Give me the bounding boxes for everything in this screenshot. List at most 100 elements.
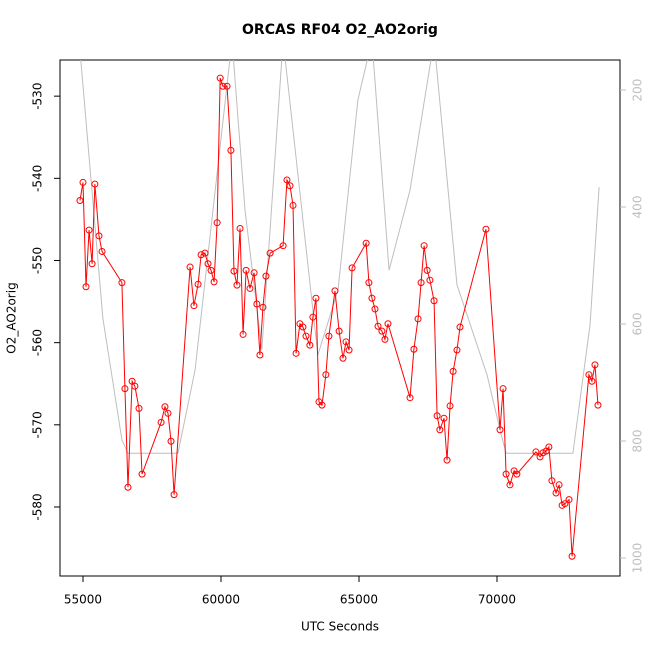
data-point (588, 377, 596, 385)
data-point (223, 82, 231, 90)
y2-tick-label: 200 (631, 79, 645, 102)
data-point (433, 412, 441, 420)
data-point (417, 279, 425, 287)
data-point (124, 483, 132, 491)
data-point (410, 345, 418, 353)
chart-title: ORCAS RF04 O2_AO2orig (242, 22, 438, 38)
data-point (585, 371, 593, 379)
data-point (246, 284, 254, 292)
data-point (423, 266, 431, 274)
data-point (348, 264, 356, 272)
y2-tick-label: 1000 (631, 543, 645, 574)
data-point (406, 394, 414, 402)
data-point (256, 351, 264, 359)
data-point (266, 249, 274, 257)
data-point (170, 491, 178, 499)
data-point (374, 322, 382, 330)
data-point (322, 371, 330, 379)
data-point (289, 201, 297, 209)
data-point (430, 297, 438, 305)
data-point (552, 489, 560, 497)
data-point (236, 224, 244, 232)
x-axis-label: UTC Seconds (301, 620, 379, 634)
data-point (436, 426, 444, 434)
plot-frame (59, 59, 621, 577)
data-point (279, 242, 287, 250)
data-point (306, 341, 314, 349)
data-point (482, 225, 490, 233)
x-tick-label: 60000 (202, 593, 240, 607)
data-point (312, 294, 320, 302)
data-point (213, 219, 221, 227)
data-point (446, 402, 454, 410)
data-point (161, 403, 169, 411)
x-tick-label: 55000 (64, 593, 102, 607)
series-line (79, 77, 599, 557)
data-point (365, 279, 373, 287)
data-point (233, 281, 241, 289)
data-point (496, 426, 504, 434)
y-tick-label: -530 (31, 83, 45, 110)
data-point (499, 385, 507, 393)
data-point (565, 496, 573, 504)
x-tick-label: 65000 (340, 593, 378, 607)
data-point (506, 481, 514, 489)
data-point (91, 180, 99, 188)
data-point (325, 332, 333, 340)
data-point (227, 146, 235, 154)
data-point (414, 315, 422, 323)
y-tick-label: -560 (31, 329, 45, 356)
data-point (502, 470, 510, 478)
data-point (157, 418, 165, 426)
data-point (210, 278, 218, 286)
y-axis-label: O2_AO2orig (5, 282, 19, 353)
data-point (230, 267, 238, 275)
data-point (250, 269, 258, 277)
data-point (318, 401, 326, 409)
data-point (194, 280, 202, 288)
data-point (197, 251, 205, 259)
y-tick-label: -550 (31, 247, 45, 274)
data-point (98, 247, 106, 255)
data-point (381, 335, 389, 343)
data-point (138, 470, 146, 478)
data-point (548, 477, 556, 485)
x-tick-label: 70000 (478, 593, 516, 607)
data-point (342, 338, 350, 346)
data-point (345, 346, 353, 354)
data-point (164, 409, 172, 417)
data-point (591, 361, 599, 369)
y2-tick-label: 600 (631, 313, 645, 336)
y2-tick-label: 400 (631, 196, 645, 219)
data-point (292, 349, 300, 357)
data-point (449, 367, 457, 375)
y-tick-label: -570 (31, 411, 45, 438)
data-point (167, 437, 175, 445)
data-point (309, 313, 317, 321)
data-point (186, 263, 194, 271)
data-point (545, 443, 553, 451)
data-point (253, 300, 261, 308)
series-line (80, 60, 600, 454)
data-point (453, 346, 461, 354)
data-point (118, 279, 126, 287)
data-point (82, 283, 90, 291)
data-point (201, 249, 209, 257)
plot-area (76, 60, 602, 560)
data-point (456, 323, 464, 331)
data-point (95, 232, 103, 240)
data-point (79, 178, 87, 186)
data-point (335, 327, 343, 335)
data-point (135, 404, 143, 412)
data-point (259, 303, 267, 311)
data-point (513, 470, 521, 478)
data-point (85, 226, 93, 234)
data-point (594, 401, 602, 409)
data-point (302, 332, 310, 340)
data-point (555, 481, 563, 489)
data-point (242, 266, 250, 274)
data-point (384, 320, 392, 328)
data-point (207, 266, 215, 274)
data-point (204, 260, 212, 268)
